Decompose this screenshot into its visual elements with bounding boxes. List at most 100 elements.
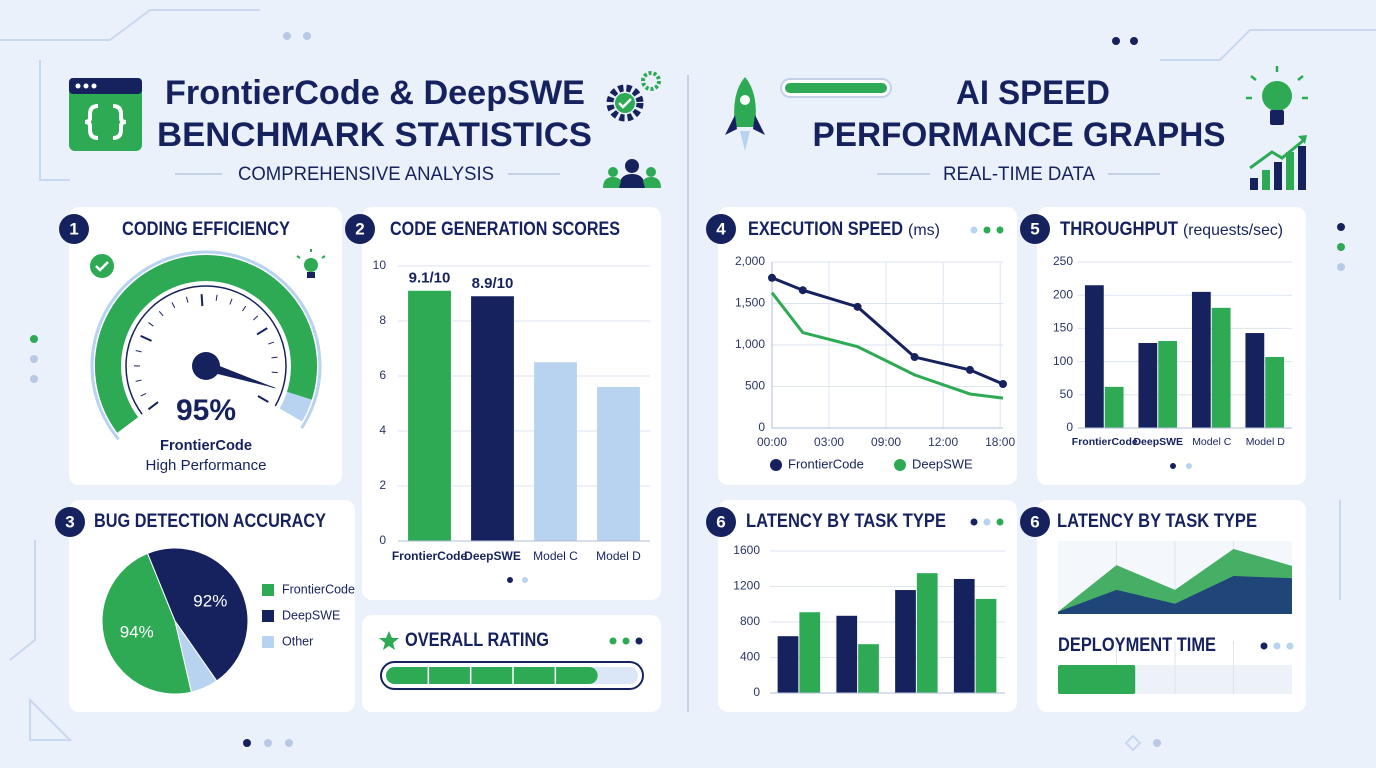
number-label: 1 [69,219,78,238]
bar [1104,386,1124,428]
gauge-tick [185,296,189,303]
dot [609,637,617,645]
bar [953,578,975,693]
icon-bar [69,78,142,94]
bulb-small-base [307,272,315,278]
dot [1153,739,1161,747]
bar [1211,307,1231,428]
number-label: 6 [716,512,725,531]
gauge-value: 95% [176,394,236,427]
value-label: 9.1/10 [409,270,451,287]
y-tick-label: 0 [1066,420,1073,434]
card-title: DEPLOYMENT TIME [1058,635,1216,656]
gear-center [615,93,635,113]
x-tick-label: DeepSWE [464,549,521,563]
y-tick-label: 100 [1053,354,1073,368]
gauge-tick [147,401,159,411]
growth-bar [1250,178,1258,190]
card-title: EXECUTION SPEED [748,219,903,240]
y-tick-label: 10 [373,258,387,272]
y-tick-label: 150 [1053,321,1073,335]
growth-bar [1298,146,1306,190]
y-tick-label: 250 [1053,254,1073,268]
pie-slice [146,547,249,682]
growth-icon [1249,135,1307,190]
rocket-icon [725,77,765,151]
x-tick-label: 12:00 [928,435,958,449]
gauge-tick [148,322,154,327]
bar [1245,333,1265,428]
bar [836,615,858,693]
bar [916,573,938,693]
rocket-fin [753,115,765,135]
bar [1191,291,1211,428]
y-tick-label: 0 [758,420,765,434]
dot [996,518,1004,526]
y-tick-label: 1600 [733,543,760,557]
dot [283,32,291,40]
gauge-tick [140,393,147,397]
y-tick-label: 500 [745,379,765,393]
growth-bar [1262,170,1270,190]
x-tick-label: Model D [1246,436,1286,448]
gauge-tick [242,305,247,312]
loader-fill [785,83,887,93]
circuit-line [0,9,260,41]
gauge-tick [229,298,233,305]
number-badge [706,507,736,537]
dot [285,739,293,747]
number-badge [59,214,89,244]
x-tick-label: Model D [596,549,641,563]
gauge-tick [158,310,164,317]
gauge-tick [135,350,142,353]
gauge-tick [271,371,278,374]
legend-label: FrontierCode [788,456,864,471]
gauge-tick [135,379,142,382]
legend-label: Other [282,634,313,648]
dot [1260,642,1268,650]
gauge-tick [171,302,176,309]
growth-arrow [1249,138,1305,170]
card-unit: (ms) [908,222,940,239]
y-tick-label: 6 [379,368,386,382]
person [603,177,621,188]
dot [970,226,978,234]
gauge-tick [253,315,259,321]
y-tick-label: 1200 [733,579,760,593]
gauge-tick [268,341,275,345]
y-tick-label: 50 [1060,387,1074,401]
dot [1337,223,1345,231]
card-title: LATENCY BY TASK TYPE [1057,511,1257,532]
gauge-needle [204,361,277,389]
y-tick-label: 1,500 [735,296,765,310]
rocket-window [740,95,750,105]
gear [606,84,644,122]
legend-swatch [262,610,274,622]
dot [1286,642,1294,650]
gear-small [641,71,661,91]
left-title: FrontierCode & DeepSWE [165,74,585,112]
x-tick-label: DeepSWE [1133,436,1183,448]
bar [597,387,640,541]
area-series [1058,576,1292,614]
line-point [768,273,776,282]
icon-dot [83,83,89,89]
dot [1130,37,1138,45]
line-point [853,302,862,311]
bulb-base [1270,110,1284,125]
bar [975,598,997,693]
bar [1138,343,1158,428]
value-label: 8.9/10 [472,275,514,292]
line-series [771,276,1004,386]
dot [983,518,991,526]
gauge-tick [271,356,278,359]
bulb-small [304,258,318,272]
number-label: 3 [65,512,74,531]
rocket-flame [740,131,750,151]
line-series [770,291,1004,400]
gauge-inner-ring [125,285,287,415]
gauge-outline [90,250,322,441]
y-tick-label: 400 [740,650,760,664]
dot [507,577,513,583]
